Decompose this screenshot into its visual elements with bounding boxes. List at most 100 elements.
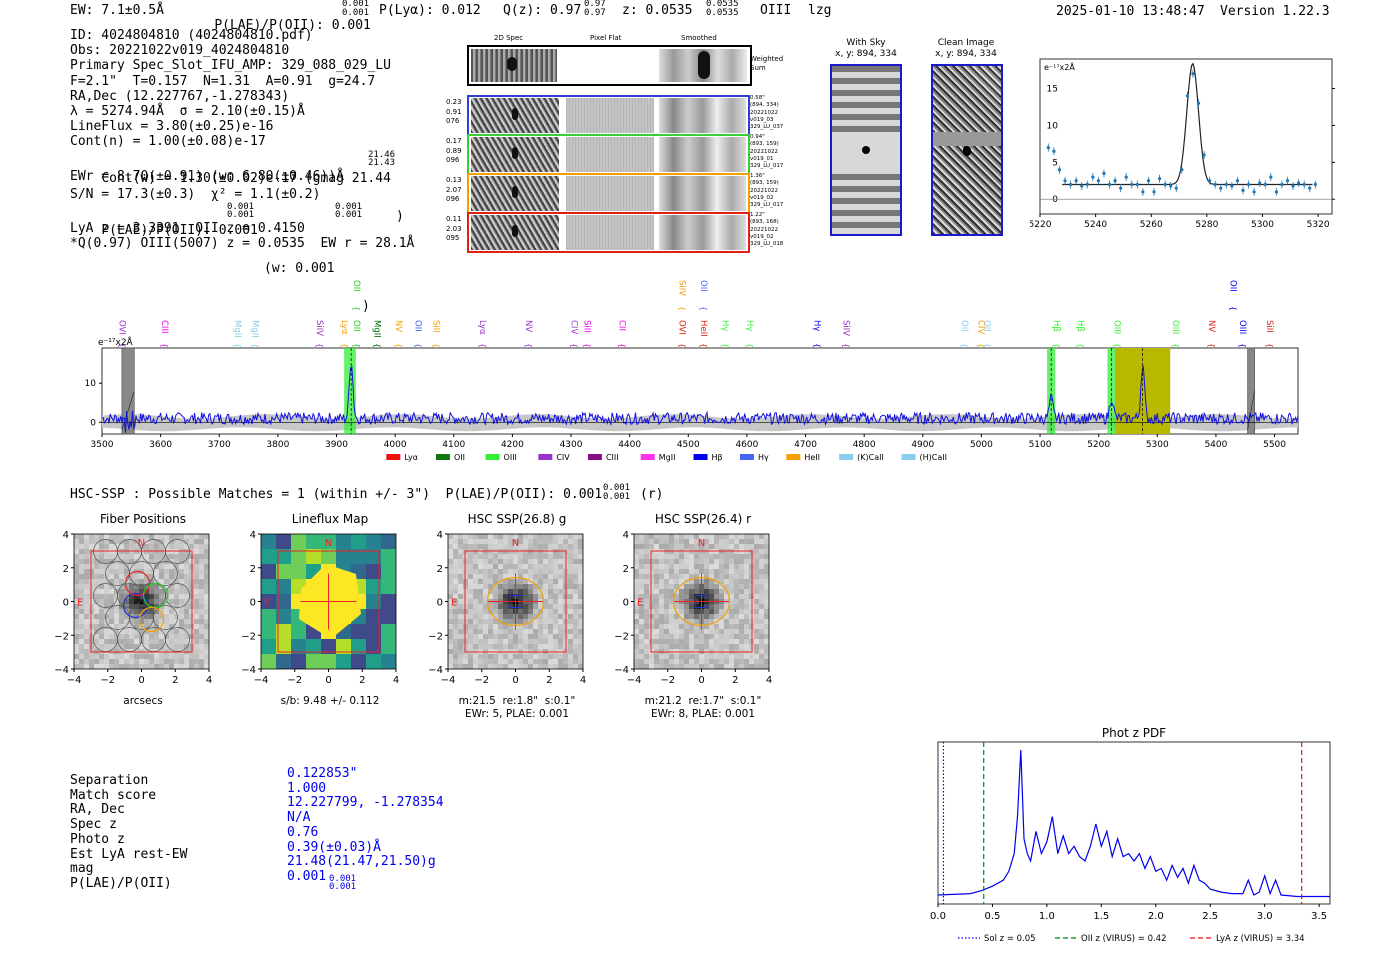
panel-pixel (124, 594, 129, 599)
panel-pixel (493, 539, 498, 544)
zoom-data-point (1180, 168, 1184, 172)
panel-pixel (498, 574, 503, 579)
panel-pixel (573, 579, 578, 584)
cutout-row-right-label: 1.36" (893, 159) 20221022 v019_02 329_LU_017 (750, 173, 796, 209)
panel-pixel (498, 544, 503, 549)
panel-pixel (669, 619, 674, 624)
panel-pixel (543, 539, 548, 544)
panel-pixel (659, 614, 664, 619)
panel-pixel (634, 639, 639, 644)
panel-pixel (654, 664, 659, 669)
panel-pixel (184, 554, 189, 559)
panel-pixel (724, 659, 729, 664)
cutout-row-4: 0.11 2.03 095 1.22" (893, 168) 20221022 v019_0… (446, 212, 792, 253)
panel-pixel (634, 634, 639, 639)
zoom-data-point (1096, 179, 1100, 183)
panel-pixel (194, 649, 199, 654)
panel-pixel (129, 569, 134, 574)
panel-pixel (704, 634, 709, 639)
cutout-row-left-value: 095 (446, 234, 460, 242)
panel-pixel (204, 544, 209, 549)
panel-pixel (543, 629, 548, 634)
lineflux-pixel (366, 534, 381, 549)
panel-pixel (478, 574, 483, 579)
panel-pixel (74, 604, 79, 609)
panel-pixel (468, 589, 473, 594)
panel-pixel (528, 654, 533, 659)
panel-pixel (689, 654, 694, 659)
zoom-data-point (1258, 181, 1262, 185)
panel-pixel (139, 629, 144, 634)
panel-pixel (639, 539, 644, 544)
panel-pixel (573, 609, 578, 614)
panel-pixel (493, 614, 498, 619)
panel-pixel (684, 564, 689, 569)
panel-pixel (498, 604, 503, 609)
panel-pixel (739, 579, 744, 584)
panel-pixel (764, 634, 769, 639)
panel-pixel (119, 564, 124, 569)
header-version: Version 1.22.3 (1220, 4, 1330, 19)
panel-pixel (744, 614, 749, 619)
lineflux-pixel (276, 534, 291, 549)
panel-pixel (503, 574, 508, 579)
panel-pixel (729, 664, 734, 669)
panel-xtick-label: −2 (474, 675, 489, 686)
panel-pixel (719, 579, 724, 584)
spectral-line-brace: { (678, 343, 687, 348)
panel-pixel (84, 614, 89, 619)
panel-pixel (199, 619, 204, 624)
panel-frame (633, 533, 770, 670)
panel-pixel (114, 614, 119, 619)
panel-frame (73, 533, 210, 670)
panel-pixel (498, 639, 503, 644)
full-spectrum-line (101, 365, 1299, 433)
panel-pixel (144, 554, 149, 559)
panel-pixel (724, 539, 729, 544)
panel-pixel (139, 544, 144, 549)
panel-ytick-label: 2 (250, 564, 256, 575)
zoom-data-point (1080, 184, 1084, 188)
full-xtick-label: 4700 (794, 440, 817, 450)
lineflux-pixel (261, 609, 276, 624)
panel-pixel (533, 639, 538, 644)
clean-image-band (933, 132, 1001, 146)
match-value: 1.000 (287, 780, 327, 796)
panel-pixel (478, 539, 483, 544)
panel-pixel (659, 654, 664, 659)
panel-pixel (659, 559, 664, 564)
panel-pixel (448, 594, 453, 599)
panel-pixel (478, 579, 483, 584)
panel-pixel (179, 574, 184, 579)
lineflux-pixel (291, 564, 306, 579)
panel-pixel (129, 659, 134, 664)
panel-pixel (528, 659, 533, 664)
panel-pixel (493, 659, 498, 664)
panel-pixel (639, 634, 644, 639)
panel-pixel (204, 574, 209, 579)
panel-pixel (109, 544, 114, 549)
panel-pixel (739, 574, 744, 579)
panel-pixel (498, 614, 503, 619)
panel-pixel (533, 569, 538, 574)
panel-pixel (669, 539, 674, 544)
panel-pixel (578, 614, 583, 619)
panel-pixel (704, 659, 709, 664)
spectral-line-brace: { (1113, 343, 1122, 348)
panel-pixel (129, 664, 134, 669)
panel-pixel (109, 559, 114, 564)
panel-pixel (553, 664, 558, 669)
panel-pixel (659, 624, 664, 629)
panel-pixel (194, 549, 199, 554)
panel-pixel (714, 569, 719, 574)
panel-pixel (134, 644, 139, 649)
panel-pixel (468, 604, 473, 609)
panel-pixel (493, 559, 498, 564)
panel-pixel (483, 534, 488, 539)
zoom-data-point (1269, 175, 1273, 179)
panel-pixel (538, 534, 543, 539)
panel-pixel (84, 629, 89, 634)
panel-pixel (528, 629, 533, 634)
